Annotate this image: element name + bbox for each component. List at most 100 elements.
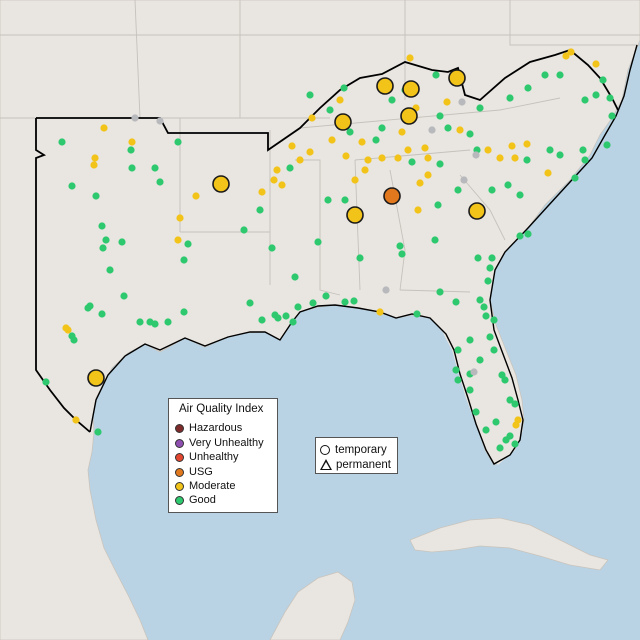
monitor-marker-nodata[interactable] [460,176,468,184]
monitor-marker-good[interactable] [488,254,496,262]
monitor-marker-good[interactable] [480,303,488,311]
monitor-marker-good[interactable] [92,192,100,200]
monitor-marker-good[interactable] [282,312,290,320]
monitor-marker-good[interactable] [240,226,248,234]
monitor-marker-moderate[interactable] [424,154,432,162]
monitor-marker-good[interactable] [472,408,480,416]
monitor-marker-good[interactable] [501,376,509,384]
temporary-monitor-moderate[interactable] [402,80,420,98]
monitor-marker-moderate[interactable] [592,60,600,68]
monitor-marker-moderate[interactable] [336,96,344,104]
monitor-marker-good[interactable] [506,94,514,102]
monitor-marker-good[interactable] [516,191,524,199]
temporary-monitor-moderate[interactable] [346,206,364,224]
monitor-marker-good[interactable] [372,136,380,144]
monitor-marker-good[interactable] [516,232,524,240]
monitor-marker-moderate[interactable] [308,114,316,122]
monitor-marker-good[interactable] [474,254,482,262]
monitor-marker-good[interactable] [488,186,496,194]
monitor-marker-good[interactable] [484,277,492,285]
monitor-marker-moderate[interactable] [296,156,304,164]
temporary-monitor-moderate[interactable] [87,369,105,387]
monitor-marker-moderate[interactable] [523,140,531,148]
monitor-marker-good[interactable] [180,256,188,264]
monitor-marker-moderate[interactable] [496,154,504,162]
monitor-marker-good[interactable] [476,296,484,304]
monitor-marker-good[interactable] [496,444,504,452]
monitor-marker-moderate[interactable] [484,146,492,154]
monitor-marker-moderate[interactable] [328,136,336,144]
monitor-marker-good[interactable] [466,336,474,344]
monitor-marker-good[interactable] [603,141,611,149]
monitor-marker-nodata[interactable] [458,98,466,106]
monitor-marker-moderate[interactable] [278,181,286,189]
monitor-marker-moderate[interactable] [100,124,108,132]
monitor-marker-good[interactable] [592,91,600,99]
monitor-marker-good[interactable] [70,336,78,344]
monitor-marker-good[interactable] [608,112,616,120]
temporary-monitor-usg[interactable] [383,187,401,205]
monitor-marker-good[interactable] [322,292,330,300]
monitor-marker-good[interactable] [506,396,514,404]
monitor-marker-good[interactable] [482,312,490,320]
monitor-marker-moderate[interactable] [273,166,281,174]
monitor-marker-moderate[interactable] [567,48,575,56]
monitor-marker-nodata[interactable] [156,117,164,125]
monitor-marker-good[interactable] [289,318,297,326]
monitor-marker-good[interactable] [556,71,564,79]
monitor-marker-moderate[interactable] [192,192,200,200]
monitor-marker-good[interactable] [492,418,500,426]
monitor-marker-good[interactable] [306,91,314,99]
monitor-marker-good[interactable] [413,310,421,318]
monitor-marker-good[interactable] [476,104,484,112]
monitor-marker-good[interactable] [452,366,460,374]
monitor-marker-good[interactable] [151,164,159,172]
monitor-marker-good[interactable] [164,318,172,326]
monitor-marker-good[interactable] [606,94,614,102]
monitor-marker-good[interactable] [274,314,282,322]
monitor-marker-good[interactable] [581,96,589,104]
monitor-marker-good[interactable] [511,440,519,448]
monitor-marker-moderate[interactable] [416,179,424,187]
monitor-marker-good[interactable] [68,182,76,190]
monitor-marker-good[interactable] [98,222,106,230]
monitor-marker-moderate[interactable] [508,142,516,150]
monitor-marker-good[interactable] [482,426,490,434]
monitor-marker-good[interactable] [378,124,386,132]
monitor-marker-good[interactable] [184,240,192,248]
monitor-marker-moderate[interactable] [364,156,372,164]
monitor-marker-good[interactable] [84,304,92,312]
monitor-marker-moderate[interactable] [424,171,432,179]
monitor-marker-good[interactable] [504,181,512,189]
monitor-marker-moderate[interactable] [306,148,314,156]
monitor-marker-good[interactable] [444,124,452,132]
monitor-marker-good[interactable] [346,128,354,136]
monitor-marker-good[interactable] [118,238,126,246]
monitor-marker-nodata[interactable] [470,368,478,376]
monitor-marker-good[interactable] [106,266,114,274]
monitor-marker-good[interactable] [524,230,532,238]
monitor-marker-good[interactable] [396,242,404,250]
monitor-marker-moderate[interactable] [342,152,350,160]
monitor-marker-good[interactable] [436,160,444,168]
monitor-marker-good[interactable] [436,288,444,296]
monitor-marker-moderate[interactable] [72,416,80,424]
temporary-monitor-moderate[interactable] [448,69,466,87]
monitor-marker-moderate[interactable] [562,52,570,60]
monitor-marker-moderate[interactable] [404,146,412,154]
monitor-marker-moderate[interactable] [406,54,414,62]
monitor-marker-good[interactable] [350,297,358,305]
monitor-marker-good[interactable] [120,292,128,300]
monitor-marker-moderate[interactable] [511,154,519,162]
monitor-marker-good[interactable] [431,236,439,244]
monitor-marker-moderate[interactable] [358,138,366,146]
monitor-marker-good[interactable] [127,146,135,154]
monitor-marker-good[interactable] [466,130,474,138]
monitor-marker-good[interactable] [294,303,302,311]
monitor-marker-good[interactable] [180,308,188,316]
monitor-marker-moderate[interactable] [176,214,184,222]
monitor-marker-good[interactable] [523,156,531,164]
monitor-marker-moderate[interactable] [128,138,136,146]
monitor-marker-good[interactable] [388,96,396,104]
